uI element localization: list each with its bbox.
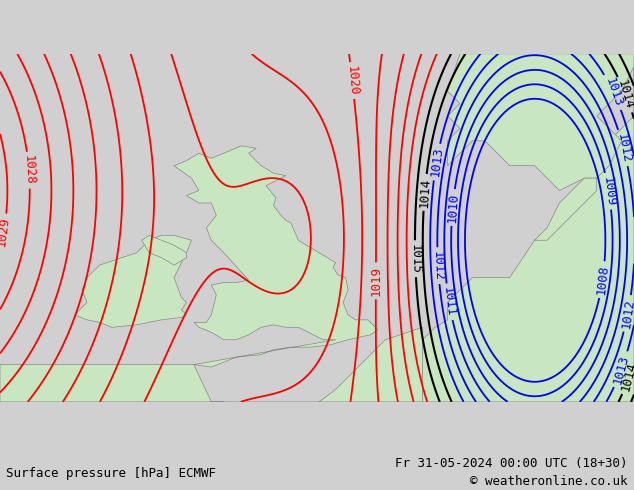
Polygon shape — [423, 54, 634, 402]
Text: 1010: 1010 — [445, 192, 460, 223]
Text: 1008: 1008 — [595, 264, 611, 295]
Text: 1013: 1013 — [602, 76, 624, 108]
Polygon shape — [75, 235, 191, 327]
Text: 1013: 1013 — [428, 147, 445, 178]
Text: © weatheronline.co.uk: © weatheronline.co.uk — [470, 474, 628, 488]
Text: 1014: 1014 — [615, 78, 634, 111]
Text: Fr 31-05-2024 00:00 UTC (18+30): Fr 31-05-2024 00:00 UTC (18+30) — [395, 457, 628, 470]
Text: 1012: 1012 — [431, 250, 445, 281]
Polygon shape — [0, 327, 423, 427]
Text: 1011: 1011 — [441, 286, 457, 318]
Text: 1012: 1012 — [619, 297, 634, 329]
Polygon shape — [174, 146, 378, 367]
Text: 1012: 1012 — [614, 132, 633, 164]
Text: 1014: 1014 — [619, 360, 634, 392]
Text: 1020: 1020 — [344, 65, 360, 96]
Polygon shape — [142, 235, 186, 265]
Text: 1013: 1013 — [611, 353, 631, 386]
Text: 1009: 1009 — [600, 175, 617, 207]
Text: 1014: 1014 — [417, 177, 432, 208]
Text: 1019: 1019 — [370, 266, 382, 296]
Text: 1015: 1015 — [408, 244, 422, 274]
Text: 1028: 1028 — [22, 155, 36, 186]
Polygon shape — [448, 54, 634, 191]
Text: Surface pressure [hPa] ECMWF: Surface pressure [hPa] ECMWF — [6, 467, 216, 480]
Polygon shape — [534, 178, 597, 240]
Text: 1029: 1029 — [0, 216, 12, 247]
